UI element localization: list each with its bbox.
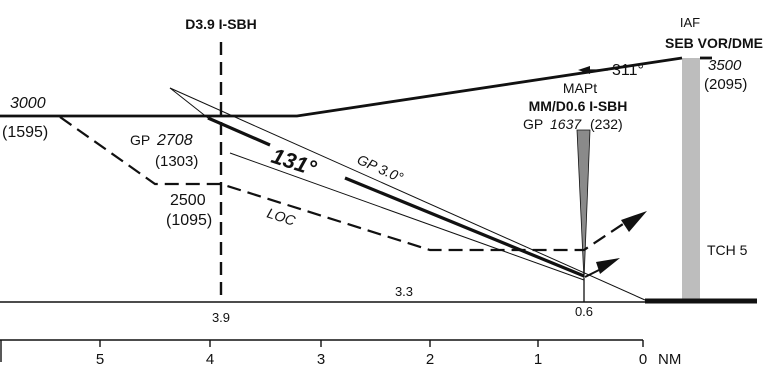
- fix-distance-mapt: 0.6: [575, 304, 593, 319]
- mapt-gp-height: (232): [590, 116, 623, 132]
- final-approach-path-a: [207, 116, 271, 147]
- mapt-gp-altitude: 1637: [550, 116, 582, 132]
- scale-label-3: 3: [317, 351, 325, 368]
- loc-label: LOC: [265, 205, 298, 229]
- step-altitude: 2500: [170, 192, 206, 209]
- scale-label-4: 4: [206, 351, 214, 368]
- missed-approach-arrow-upper: [621, 211, 647, 232]
- gp-point-height: (1303): [155, 153, 198, 170]
- scale-label-2: 2: [426, 351, 434, 368]
- fix-distance-d39: 3.9: [212, 310, 230, 325]
- glidepath-upper-line: [169, 87, 209, 119]
- scale-label-1: 1: [534, 351, 542, 368]
- iaf-altitude: 3500: [708, 57, 742, 74]
- gp-point-altitude: 2708: [156, 132, 193, 149]
- initial-altitude: 3000: [10, 95, 46, 112]
- scale-ticks: [0, 340, 644, 362]
- tch-label: TCH 5: [707, 242, 748, 258]
- mapt-name: MM/D0.6 I-SBH: [529, 98, 628, 114]
- middle-marker-cone: [576, 129, 591, 281]
- iaf-height: (2095): [704, 76, 747, 93]
- scale-label-5: 5: [96, 351, 104, 368]
- initial-height: (1595): [2, 124, 48, 141]
- gp-point-prefix: GP: [130, 132, 150, 148]
- course-arrow-head: [578, 66, 590, 74]
- mapt-gp-prefix: GP: [523, 116, 543, 132]
- segment-distance: 3.3: [395, 284, 413, 299]
- iaf-course: 311°: [612, 62, 644, 79]
- step-height: (1095): [166, 212, 212, 229]
- step-down-profile: [59, 116, 627, 252]
- iaf-name: SEB VOR/DME: [665, 35, 763, 51]
- loc-line: [229, 152, 585, 281]
- mapt-label: MAPt: [563, 80, 597, 96]
- iaf-label: IAF: [680, 15, 700, 30]
- scale-label-0: 0: [639, 351, 647, 368]
- initial-approach-path: [0, 56, 683, 118]
- scale-unit: NM: [658, 351, 681, 368]
- missed-approach-arrow-lower: [596, 258, 620, 274]
- glidepath-line: [169, 87, 646, 301]
- glidepath-label: GP 3.0°: [355, 151, 406, 186]
- final-course: 131°: [268, 143, 319, 181]
- d39-fix-label: D3.9 I-SBH: [185, 16, 257, 32]
- runway-band: [682, 58, 700, 302]
- final-approach-path-b: [344, 176, 585, 278]
